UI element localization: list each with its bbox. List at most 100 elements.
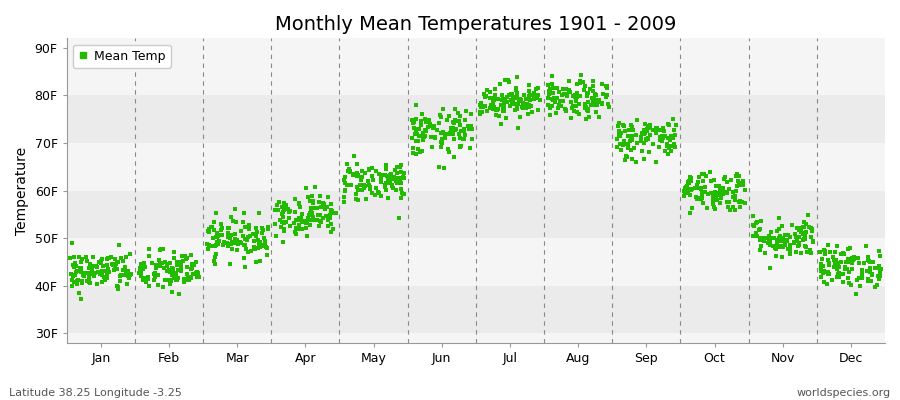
Point xyxy=(305,193,320,199)
Point xyxy=(408,131,422,138)
Point xyxy=(691,184,706,191)
Point xyxy=(448,126,463,133)
Point xyxy=(406,150,420,156)
Point xyxy=(228,231,242,238)
Point xyxy=(212,241,226,248)
Point xyxy=(599,94,614,100)
Point xyxy=(354,174,368,180)
Point xyxy=(574,72,589,79)
Point xyxy=(865,272,879,278)
Point xyxy=(510,93,525,99)
Point xyxy=(616,123,631,129)
Point xyxy=(86,254,100,260)
Point xyxy=(473,104,488,110)
Point xyxy=(710,197,724,203)
Point xyxy=(355,187,369,193)
Point xyxy=(418,133,432,139)
Point xyxy=(831,270,845,277)
Point xyxy=(328,210,342,216)
Point xyxy=(730,170,744,177)
Point xyxy=(653,134,668,140)
Point xyxy=(211,229,225,236)
Point xyxy=(320,204,334,210)
Point xyxy=(488,86,502,92)
Point xyxy=(543,112,557,118)
Point xyxy=(775,243,789,250)
Point xyxy=(708,190,723,196)
Point xyxy=(397,191,411,197)
Point xyxy=(227,240,241,246)
Point xyxy=(374,178,388,184)
Point xyxy=(65,277,79,283)
Point xyxy=(789,234,804,240)
Point xyxy=(682,186,697,192)
Point xyxy=(392,178,407,184)
Point xyxy=(629,159,643,165)
Point xyxy=(446,124,460,131)
Point xyxy=(625,134,639,140)
Point xyxy=(613,140,627,147)
Point xyxy=(732,180,746,186)
Point xyxy=(374,179,388,186)
Point xyxy=(685,186,699,192)
Point xyxy=(790,225,805,231)
Point xyxy=(278,219,293,226)
Point xyxy=(372,190,386,197)
Point xyxy=(150,281,165,288)
Point xyxy=(187,262,202,268)
Point xyxy=(220,230,235,236)
Point xyxy=(257,235,272,242)
Point xyxy=(849,291,863,297)
Point xyxy=(388,175,402,181)
Point xyxy=(541,102,555,108)
Point xyxy=(207,218,221,225)
Point xyxy=(351,172,365,178)
Point xyxy=(599,92,614,98)
Point xyxy=(563,99,578,106)
Point xyxy=(589,108,603,115)
Point xyxy=(585,94,599,101)
Point xyxy=(230,247,244,253)
Point xyxy=(504,97,518,104)
Point xyxy=(258,239,273,246)
Point xyxy=(614,147,628,153)
Point xyxy=(796,224,810,231)
Point xyxy=(732,199,746,205)
Point xyxy=(820,280,834,287)
Point xyxy=(74,268,88,275)
Point xyxy=(652,143,666,150)
Point xyxy=(464,136,479,143)
Point xyxy=(796,230,810,236)
Point xyxy=(496,104,510,110)
Point xyxy=(438,134,453,141)
Point xyxy=(133,267,148,274)
Point xyxy=(153,263,167,269)
Point xyxy=(814,262,828,268)
Point xyxy=(240,236,255,243)
Point xyxy=(862,264,877,271)
Point xyxy=(728,207,742,214)
Point xyxy=(164,278,178,284)
Point xyxy=(378,183,392,190)
Point xyxy=(202,226,217,232)
Point xyxy=(291,217,305,224)
Bar xyxy=(67,143,885,191)
Point xyxy=(714,192,728,198)
Point xyxy=(303,205,318,211)
Point xyxy=(260,224,274,230)
Point xyxy=(418,118,433,125)
Point xyxy=(579,104,593,110)
Point xyxy=(524,103,538,110)
Point xyxy=(311,199,326,206)
Point xyxy=(801,212,815,218)
Point xyxy=(690,182,705,188)
Point xyxy=(714,193,728,200)
Point xyxy=(733,198,747,205)
Point xyxy=(799,228,814,235)
Point xyxy=(572,79,587,86)
Point xyxy=(650,124,664,131)
Point xyxy=(715,191,729,197)
Point xyxy=(275,214,290,220)
Point xyxy=(495,92,509,98)
Point xyxy=(140,274,154,281)
